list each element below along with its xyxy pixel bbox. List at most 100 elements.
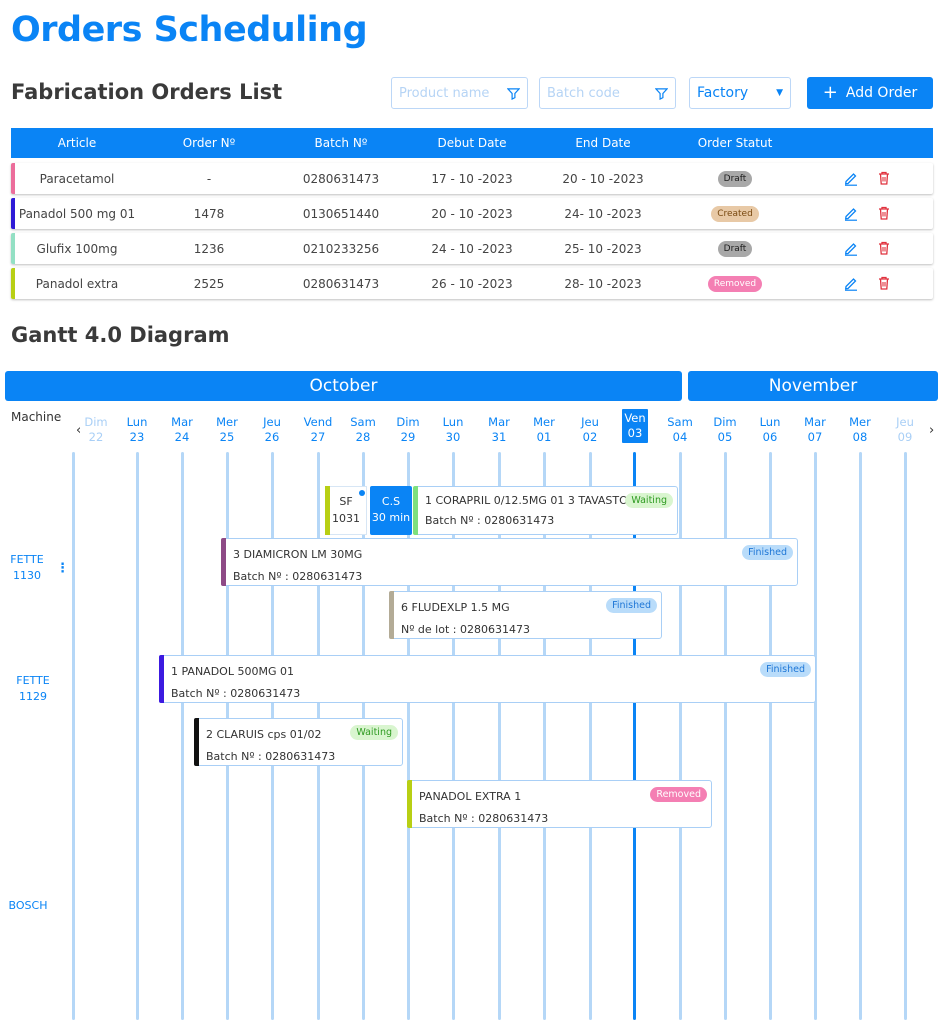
- cell-order: -: [206, 171, 212, 186]
- day-header[interactable]: Dim 29: [388, 415, 428, 445]
- cell-article: Paracetamol: [39, 171, 115, 186]
- day-header[interactable]: Sam 04: [660, 415, 700, 445]
- filter-icon[interactable]: [654, 86, 668, 100]
- status-badge: Created: [711, 205, 759, 222]
- day-gridline: [407, 452, 410, 1020]
- trash-icon[interactable]: [876, 240, 892, 256]
- pencil-icon[interactable]: [843, 170, 859, 186]
- day-header[interactable]: Lun 23: [117, 415, 157, 445]
- status-dot: [359, 490, 365, 496]
- day-name: Jeu: [263, 415, 281, 429]
- gantt-task[interactable]: 2 CLARUIS cps 01/02 Batch Nº : 0280631473…: [194, 718, 403, 766]
- day-number: 07: [807, 430, 823, 444]
- day-name: Dim: [396, 415, 420, 429]
- machine-column-header: Machine: [11, 410, 62, 424]
- day-gridline: [633, 452, 636, 1020]
- plus-icon: +: [822, 82, 838, 103]
- add-order-label: Add Order: [845, 85, 918, 101]
- day-header[interactable]: Jeu 02: [570, 415, 610, 445]
- task-status-badge: Finished: [742, 545, 793, 560]
- day-gridline: [498, 452, 501, 1020]
- day-header[interactable]: Sam 28: [343, 415, 383, 445]
- factory-select[interactable]: Factory ▼: [689, 77, 791, 109]
- day-header[interactable]: Mar 07: [795, 415, 835, 445]
- task-status-badge: Finished: [760, 662, 811, 677]
- day-number: 25: [219, 430, 235, 444]
- machine-fette-1130[interactable]: FETTE 1130: [8, 552, 46, 584]
- changeover-label: C.S: [381, 495, 401, 508]
- table-row[interactable]: Panadol extra 2525 0280631473 26 - 10 -2023…: [11, 268, 933, 299]
- day-header[interactable]: Lun 30: [433, 415, 473, 445]
- gantt-task[interactable]: PANADOL EXTRA 1 Batch Nº : 0280631473 Remo…: [407, 780, 712, 828]
- trash-icon[interactable]: [876, 275, 892, 291]
- cell-article: Panadol 500 mg 01: [18, 206, 136, 221]
- day-name: Dim: [84, 415, 108, 429]
- task-status-badge: Waiting: [625, 493, 673, 508]
- table-row[interactable]: Glufix 100mg 1236 0210233256 24 - 10 -2023 2…: [11, 233, 933, 264]
- cell-end: 24- 10 -2023: [564, 206, 642, 221]
- day-header[interactable]: Mar 24: [162, 415, 202, 445]
- task-name: 1 PANADOL 500MG 01: [171, 665, 294, 678]
- product-name-placeholder: Product name: [399, 85, 490, 101]
- gantt-title: Gantt 4.0 Diagram: [11, 323, 230, 347]
- day-gridline: [543, 452, 546, 1020]
- product-name-filter[interactable]: Product name: [391, 77, 528, 109]
- day-gridline: [724, 452, 727, 1020]
- row-color-indicator: [11, 233, 15, 264]
- machine-bosch[interactable]: BOSCH: [8, 898, 48, 914]
- task-name: 2 CLARUIS cps 01/02: [206, 728, 322, 741]
- task-color-bar: [159, 655, 164, 703]
- day-name: Jeu: [896, 415, 914, 429]
- gantt-task[interactable]: 6 FLUDEXLP 1.5 MG Nº de lot : 0280631473 F…: [389, 591, 662, 639]
- pencil-icon[interactable]: [843, 275, 859, 291]
- filter-icon[interactable]: [506, 86, 520, 100]
- day-header[interactable]: Mar 31: [479, 415, 519, 445]
- day-header[interactable]: Jeu 26: [252, 415, 292, 445]
- day-header[interactable]: Lun 06: [750, 415, 790, 445]
- day-header[interactable]: Jeu 09: [885, 415, 925, 445]
- table-row[interactable]: Panadol 500 mg 01 1478 0130651440 20 - 10 -…: [11, 198, 933, 229]
- gantt-task[interactable]: 3 DIAMICRON LM 30MG Batch Nº : 0280631473…: [221, 538, 798, 586]
- column-header-end-date: End Date: [575, 136, 631, 150]
- pencil-icon[interactable]: [843, 240, 859, 256]
- day-header[interactable]: Mer 08: [840, 415, 880, 445]
- cell-debut: 24 - 10 -2023: [431, 241, 513, 256]
- table-row[interactable]: Paracetamol - 0280631473 17 - 10 -2023 20 - …: [11, 163, 933, 194]
- cell-order: 1236: [193, 241, 225, 256]
- pencil-icon[interactable]: [843, 205, 859, 221]
- day-name: Mar: [804, 415, 826, 429]
- task-status-badge: Finished: [606, 598, 657, 613]
- day-header[interactable]: Dim 22: [76, 415, 116, 445]
- cell-debut: 26 - 10 -2023: [431, 276, 513, 291]
- status-badge: Draft: [717, 170, 753, 187]
- sf-block[interactable]: SF 1031: [325, 486, 367, 535]
- cell-debut: 20 - 10 -2023: [431, 206, 513, 221]
- day-header[interactable]: Mer 01: [524, 415, 564, 445]
- chevron-left-icon[interactable]: ‹: [76, 423, 82, 438]
- add-order-button[interactable]: + Add Order: [807, 77, 933, 109]
- trash-icon[interactable]: [876, 205, 892, 221]
- task-color-bar: [389, 591, 394, 639]
- gantt-task[interactable]: 1 CORAPRIL 0/12.5MG 01 3 TAVASTOR Batch N…: [413, 486, 678, 535]
- task-batch: Batch Nº : 0280631473: [206, 750, 336, 763]
- day-header[interactable]: Dim 05: [705, 415, 745, 445]
- trash-icon[interactable]: [876, 170, 892, 186]
- day-header[interactable]: Mer 25: [207, 415, 247, 445]
- day-gridline: [904, 452, 907, 1020]
- task-color-bar: [325, 486, 330, 535]
- column-header-batch: Batch Nº: [314, 136, 368, 150]
- changeover-block[interactable]: C.S 30 min: [370, 486, 412, 535]
- day-header[interactable]: Vend 27: [298, 415, 338, 445]
- machine-fette-1129[interactable]: FETTE 1129: [14, 673, 52, 705]
- day-header-today[interactable]: Ven 03: [622, 409, 648, 443]
- gantt-task[interactable]: 1 PANADOL 500MG 01 Batch Nº : 0280631473 F…: [159, 655, 816, 703]
- column-header-order-status: Order Statut: [697, 136, 773, 150]
- more-options-icon[interactable]: ⋮: [56, 561, 69, 576]
- batch-code-filter[interactable]: Batch code: [539, 77, 676, 109]
- sf-label: SF: [339, 495, 353, 508]
- status-cell: Created: [669, 198, 801, 229]
- chevron-right-icon[interactable]: ›: [929, 423, 935, 438]
- column-header-order: Order Nº: [182, 136, 236, 150]
- cell-batch: 0210233256: [302, 241, 380, 256]
- day-gridline: [72, 452, 75, 1020]
